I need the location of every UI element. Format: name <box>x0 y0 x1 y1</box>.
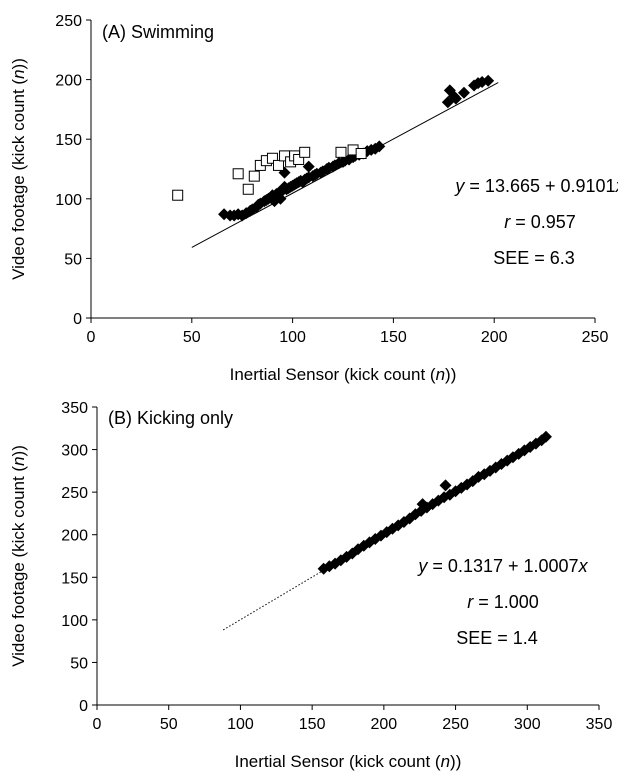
y-axis-title: Video footage (kick count (n)) <box>9 58 28 280</box>
standard-error-estimate: SEE = 1.4 <box>456 628 538 648</box>
x-tick-label: 0 <box>93 716 102 733</box>
data-point-square <box>242 183 254 195</box>
data-point-diamond <box>457 86 470 99</box>
correlation-coefficient: r = 1.000 <box>467 592 539 612</box>
y-tick-label: 100 <box>55 192 82 209</box>
data-point-diamond <box>284 180 297 193</box>
y-tick-label: 350 <box>61 400 88 417</box>
y-axis-title: Video footage (kick count (n)) <box>9 445 28 667</box>
x-tick-label: 350 <box>586 716 613 733</box>
y-tick-label: 50 <box>64 251 82 268</box>
y-tick-label: 0 <box>79 698 88 715</box>
data-point-diamond <box>482 74 495 87</box>
x-tick-label: 100 <box>227 716 254 733</box>
data-point-square <box>248 170 260 182</box>
y-tick-label: 300 <box>61 443 88 460</box>
data-point-diamond <box>409 508 422 521</box>
x-tick-label: 200 <box>371 716 398 733</box>
data-point-diamond <box>274 192 287 205</box>
x-tick-label: 150 <box>299 716 326 733</box>
y-tick-label: 150 <box>61 570 88 587</box>
y-tick-label: 200 <box>55 73 82 90</box>
data-point-square <box>272 159 284 171</box>
y-tick-label: 150 <box>55 132 82 149</box>
regression-line <box>222 569 324 631</box>
data-point-square <box>335 146 347 158</box>
x-tick-label: 150 <box>380 329 407 346</box>
x-tick-label: 100 <box>279 329 306 346</box>
x-tick-label: 250 <box>582 329 609 346</box>
regression-equation: y = 13.665 + 0.9101x <box>453 176 618 196</box>
data-point-square <box>266 152 278 164</box>
x-tick-label: 50 <box>160 716 178 733</box>
data-point-diamond <box>416 498 429 511</box>
y-tick-label: 100 <box>61 613 88 630</box>
x-tick-label: 300 <box>514 716 541 733</box>
data-point-diamond <box>296 176 309 189</box>
data-point-diamond <box>539 430 552 443</box>
data-point-diamond <box>449 92 462 105</box>
x-axis-title: Inertial Sensor (kick count (n)) <box>230 365 457 384</box>
y-tick-label: 50 <box>70 655 88 672</box>
data-point-diamond <box>373 140 386 153</box>
y-tick-label: 250 <box>55 13 82 30</box>
y-tick-label: 0 <box>73 311 82 328</box>
data-point-diamond <box>302 160 315 173</box>
data-point-square <box>293 153 305 165</box>
data-point-square <box>172 189 184 201</box>
standard-error-estimate: SEE = 6.3 <box>493 248 575 268</box>
data-point-square <box>355 148 367 160</box>
panel-a: 0 50 100 150 200 250 0 50 100 150 200 250 Inertial S… <box>9 13 618 384</box>
x-tick-label: 0 <box>87 329 96 346</box>
y-tick-label: 200 <box>61 528 88 545</box>
x-tick-label: 50 <box>183 329 201 346</box>
data-point-square <box>232 168 244 180</box>
x-tick-label: 200 <box>481 329 508 346</box>
panel-title: (A) Swimming <box>102 22 214 42</box>
x-tick-label: 250 <box>442 716 469 733</box>
x-axis-title: Inertial Sensor (kick count (n)) <box>235 752 462 771</box>
data-point-diamond <box>439 479 452 492</box>
y-tick-label: 250 <box>61 485 88 502</box>
panel-title: (B) Kicking only <box>108 408 233 428</box>
correlation-coefficient: r = 0.957 <box>504 212 576 232</box>
panel-b: 0 50 100 150 200 250 300 350 0 50 100 150 200 250 300 3… <box>9 400 612 771</box>
data-point-square <box>299 146 311 158</box>
regression-equation: y = 0.1317 + 1.0007x <box>416 556 588 576</box>
